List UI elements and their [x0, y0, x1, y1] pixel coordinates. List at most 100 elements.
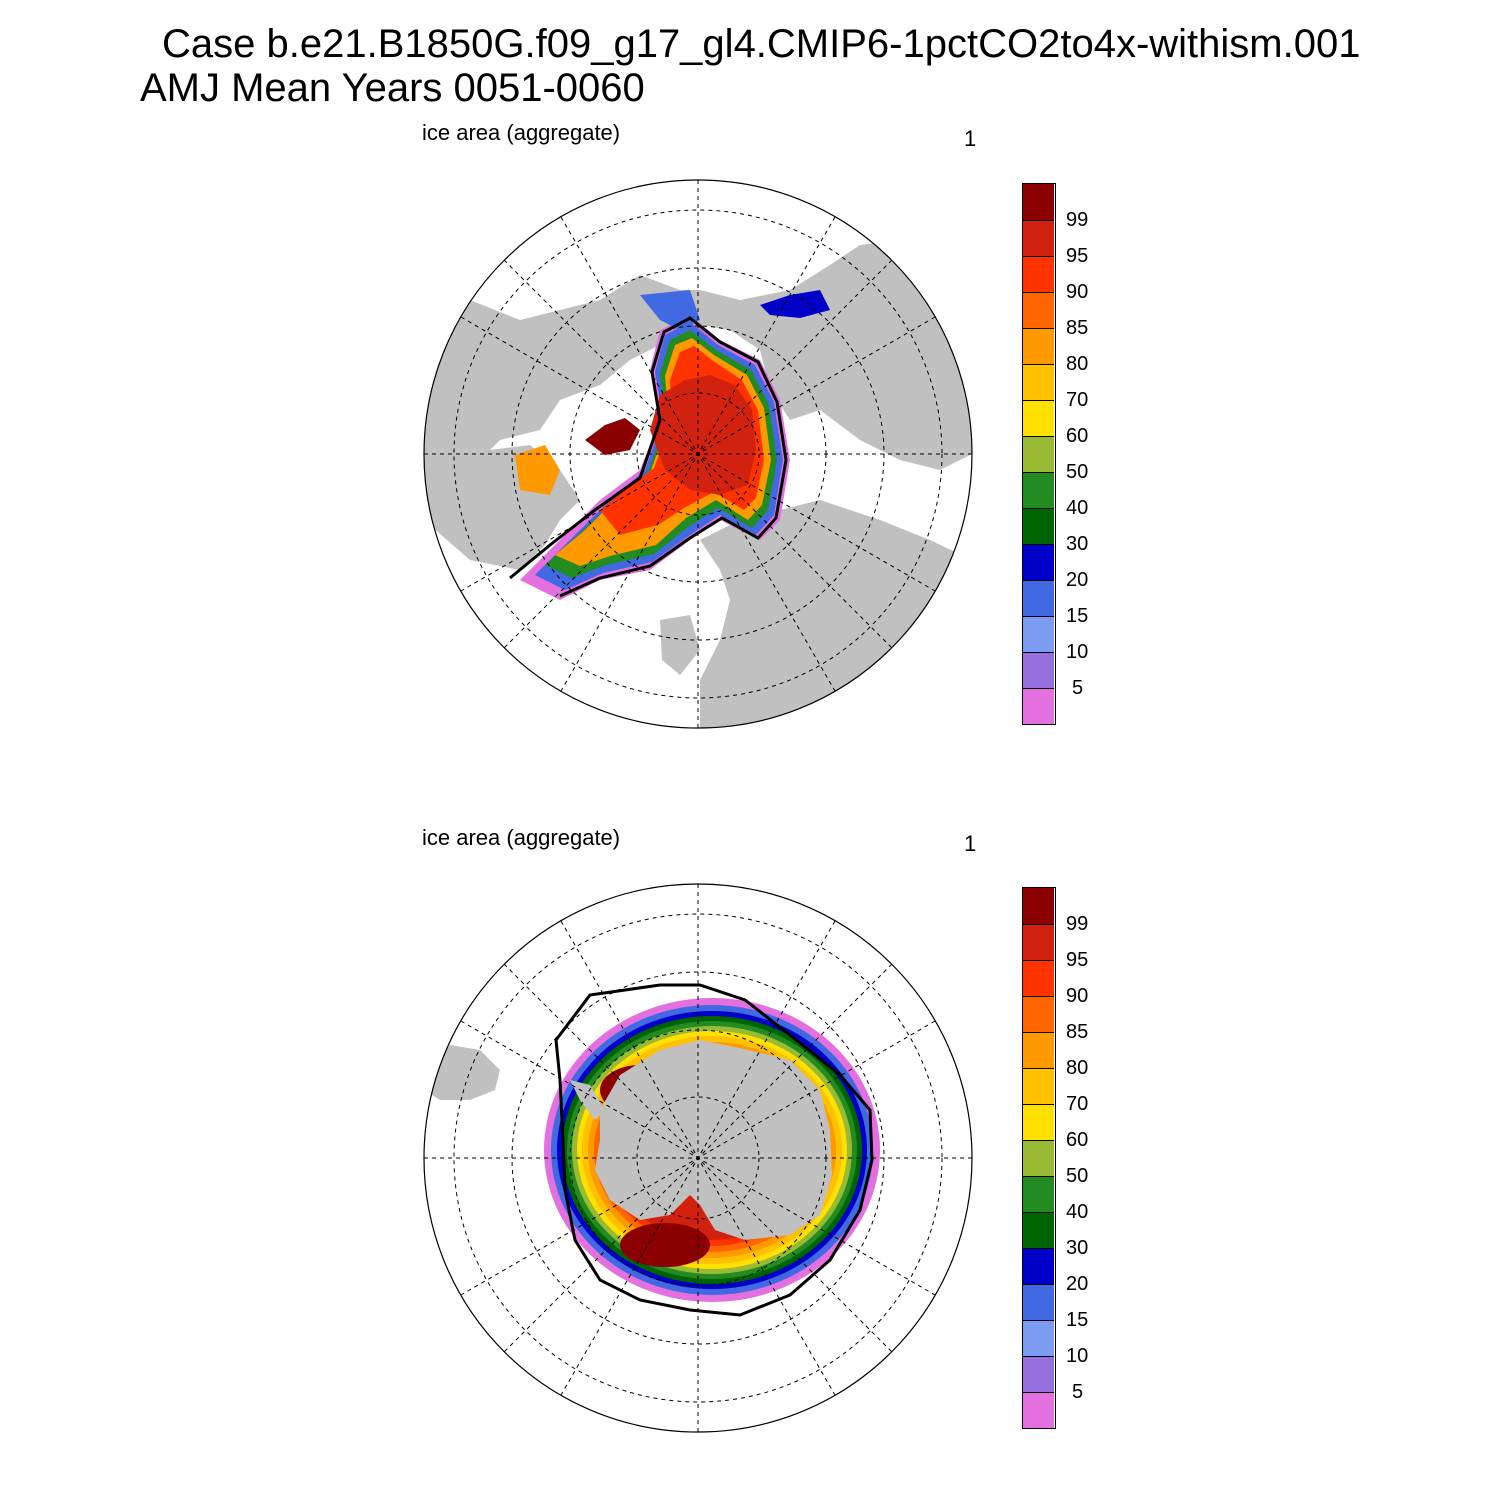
colorbar-label: 80: [1066, 1057, 1089, 1079]
colorbar-label: 70: [1066, 1093, 1089, 1115]
colorbar-swatch: [1022, 544, 1054, 580]
colorbar-label: 95: [1066, 949, 1089, 971]
colorbar-separator: [1022, 328, 1054, 329]
colorbar-frame: [1022, 887, 1056, 1429]
colorbar-label: 15: [1066, 605, 1089, 627]
colorbar-label: 10: [1066, 1345, 1089, 1367]
colorbar-separator: [1022, 1392, 1054, 1393]
colorbar-swatch: [1022, 436, 1054, 472]
colorbar-label: 50: [1066, 1165, 1089, 1187]
colorbar-label: 5: [1072, 677, 1084, 699]
colorbar-separator: [1022, 1320, 1054, 1321]
north-graticule: [424, 180, 972, 728]
colorbar-label: 99: [1066, 209, 1089, 231]
colorbar-swatch: [1022, 400, 1054, 436]
north-panel-value: 1: [964, 126, 977, 151]
colorbar-label: 99: [1066, 913, 1089, 935]
colorbar-separator: [1022, 292, 1054, 293]
colorbar-label: 50: [1066, 461, 1089, 483]
colorbar-swatch: [1022, 652, 1054, 688]
south-map: [424, 884, 972, 1432]
north-colorbar: 99 95 90 85 80 70 60 50 40 30 20 15 10 5: [1022, 183, 1088, 725]
north-map-border: [423, 179, 973, 729]
colorbar-label: 90: [1066, 985, 1089, 1007]
figure-title: Case b.e21.B1850G.f09_g17_gl4.CMIP6-1pct…: [162, 22, 1361, 66]
south-panel-label: ice area (aggregate): [422, 825, 621, 850]
north-ice-edge-contour: [509, 316, 788, 598]
colorbar-swatch: [1022, 1284, 1054, 1320]
colorbar-separator: [1022, 1356, 1054, 1357]
colorbar-label: 10: [1066, 641, 1089, 663]
colorbar-separator: [1022, 688, 1054, 689]
colorbar-swatch: [1022, 364, 1054, 400]
colorbar-label: 85: [1066, 317, 1089, 339]
colorbar-label: 20: [1066, 1273, 1089, 1295]
colorbar-separator: [1022, 1104, 1054, 1105]
north-ice-okhotsk: [760, 290, 830, 318]
colorbar-swatch: [1022, 184, 1054, 220]
south-ice-ross: [620, 1223, 710, 1267]
north-land-siberia: [424, 240, 972, 470]
colorbar-swatch: [1022, 1140, 1054, 1176]
colorbar-swatch: [1022, 996, 1054, 1032]
colorbar-swatch: [1022, 1104, 1054, 1140]
colorbar-separator: [1022, 544, 1054, 545]
colorbar-separator: [1022, 1248, 1054, 1249]
colorbar-swatch: [1022, 1212, 1054, 1248]
south-land-antarctica: [595, 1040, 832, 1240]
colorbar-separator: [1022, 996, 1054, 997]
colorbar-swatch: [1022, 688, 1054, 724]
colorbar-swatch: [1022, 1356, 1054, 1392]
south-graticule: [424, 884, 972, 1432]
colorbar-swatch: [1022, 1068, 1054, 1104]
colorbar-separator: [1022, 1212, 1054, 1213]
south-map-border: [423, 883, 973, 1433]
colorbar-label: 90: [1066, 281, 1089, 303]
south-ice-edge-contour: [554, 983, 874, 1317]
colorbar-swatch: [1022, 924, 1054, 960]
colorbar-label: 15: [1066, 1309, 1089, 1331]
colorbar-swatch: [1022, 1392, 1054, 1428]
colorbar-swatch: [1022, 508, 1054, 544]
colorbar-separator: [1022, 580, 1054, 581]
colorbar-swatch: [1022, 960, 1054, 996]
north-ice-hudson: [515, 445, 560, 495]
colorbar-label: 60: [1066, 425, 1089, 447]
colorbar-separator: [1022, 1284, 1054, 1285]
north-ice-core: [650, 375, 756, 495]
south-panel-value: 1: [964, 831, 977, 856]
figure-subtitle: AMJ Mean Years 0051-0060: [140, 66, 645, 110]
colorbar-swatch: [1022, 888, 1054, 924]
colorbar-separator: [1022, 220, 1054, 221]
colorbar-label: 85: [1066, 1021, 1089, 1043]
colorbar-swatch: [1022, 616, 1054, 652]
colorbar-label: 20: [1066, 569, 1089, 591]
colorbar-label: 80: [1066, 353, 1089, 375]
colorbar-separator: [1022, 1140, 1054, 1141]
colorbar-label: 70: [1066, 389, 1089, 411]
colorbar-label: 60: [1066, 1129, 1089, 1151]
colorbar-separator: [1022, 400, 1054, 401]
colorbar-label: 40: [1066, 1201, 1089, 1223]
north-ice-archipelago: [585, 418, 640, 455]
colorbar-separator: [1022, 1068, 1054, 1069]
colorbar-label: 5: [1072, 1381, 1084, 1403]
colorbar-label: 30: [1066, 1237, 1089, 1259]
north-land-scandinavia: [740, 560, 790, 640]
colorbar-swatch: [1022, 580, 1054, 616]
colorbar-label: 40: [1066, 497, 1089, 519]
colorbar-separator: [1022, 652, 1054, 653]
colorbar-swatch: [1022, 328, 1054, 364]
colorbar-separator: [1022, 1176, 1054, 1177]
colorbar-swatch: [1022, 472, 1054, 508]
colorbar-separator: [1022, 472, 1054, 473]
colorbar-swatch: [1022, 1320, 1054, 1356]
colorbar-swatch: [1022, 292, 1054, 328]
north-map: [424, 180, 972, 728]
north-land-uk: [660, 615, 700, 675]
north-panel-label: ice area (aggregate): [422, 120, 621, 145]
colorbar-swatch: [1022, 256, 1054, 292]
colorbar-separator: [1022, 960, 1054, 961]
colorbar-swatch: [1022, 1176, 1054, 1212]
